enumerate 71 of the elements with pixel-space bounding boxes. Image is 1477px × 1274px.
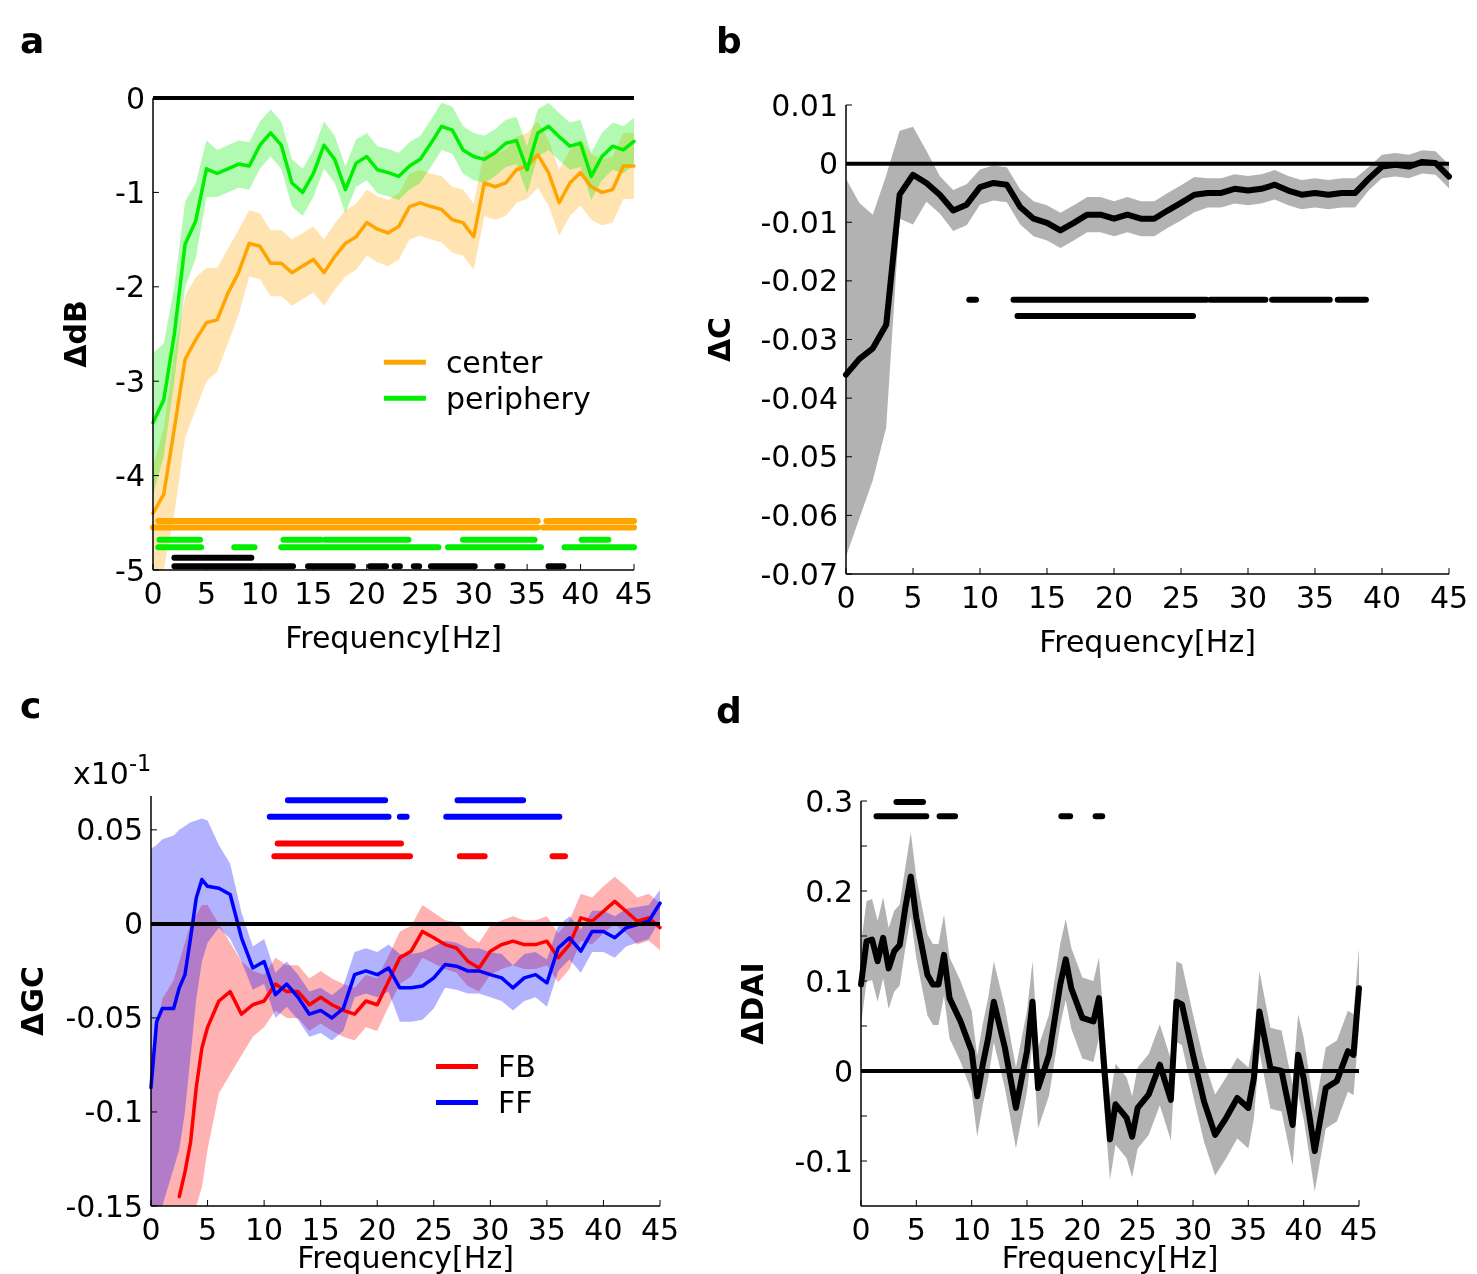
y-tick-label: -3	[115, 363, 145, 399]
y-tick-label: 0.2	[805, 873, 853, 909]
x-tick-label: 35	[508, 576, 547, 611]
legend-label: FF	[498, 1085, 533, 1121]
y-tick-label: -0.15	[65, 1188, 143, 1224]
y-axis-title: ΔC	[702, 316, 737, 363]
x-tick-label: 10	[952, 1212, 991, 1247]
y-tick-label: -0.06	[760, 497, 838, 533]
y-tick-label: 0	[818, 146, 838, 182]
x-tick-label: 5	[903, 580, 923, 615]
x-tick-label: 10	[240, 576, 279, 611]
x-tick-label: 45	[1429, 580, 1469, 615]
x-tick-label: 10	[960, 580, 1000, 615]
y-tick-label: -4	[115, 458, 145, 494]
y-tick-label: -1	[115, 174, 145, 210]
chart-title: c	[20, 685, 42, 726]
y-tick-label: -0.04	[760, 380, 838, 416]
x-tick-label: 40	[584, 1212, 623, 1247]
y-tick-label: 0.3	[805, 783, 853, 819]
x-tick-label: 25	[1161, 580, 1201, 615]
x-tick-label: 30	[1228, 580, 1268, 615]
x-tick-label: 5	[906, 1212, 926, 1247]
x-axis-title: Frequency[Hz]	[285, 620, 502, 655]
chart-title: d	[716, 690, 742, 731]
x-tick-label: 45	[614, 576, 654, 611]
x-tick-label: 35	[1295, 580, 1335, 615]
x-tick-label: 15	[1027, 580, 1067, 615]
text: x10$^{-1}$	[73, 750, 152, 791]
y-tick-label: 0.1	[805, 963, 853, 999]
x-tick-label: 15	[294, 576, 333, 611]
x-tick-label: 35	[527, 1212, 566, 1247]
legend-label: FB	[498, 1049, 536, 1085]
legend-label: center	[445, 344, 544, 380]
y-axis-title: ΔGC	[15, 966, 50, 1036]
line-series	[151, 124, 636, 425]
y-tick-label: -0.02	[760, 263, 838, 299]
chart-title: b	[716, 20, 742, 61]
x-tick-label: 30	[454, 576, 493, 611]
line-series	[151, 152, 636, 516]
y-tick-label: -2	[115, 269, 145, 305]
x-tick-label: 35	[1229, 1212, 1268, 1247]
y-tick-label: -0.01	[760, 204, 838, 240]
y-tick-label: -0.1	[84, 1094, 143, 1130]
chart-title: a	[20, 20, 45, 61]
y-tick-label: -0.05	[65, 1000, 143, 1036]
legend-label: periphery	[445, 380, 591, 416]
y-tick-label: -0.07	[760, 556, 838, 592]
y-axis-title: ΔDAI	[735, 962, 770, 1045]
x-tick-label: 20	[347, 576, 386, 611]
x-tick-label: 5	[196, 576, 216, 611]
x-tick-label: 25	[401, 576, 440, 611]
y-tick-label: 0	[833, 1053, 853, 1089]
y-tick-label: 0	[125, 80, 145, 116]
x-tick-label: 10	[245, 1212, 284, 1247]
y-tick-label: -0.03	[760, 322, 838, 357]
y-tick-label: -0.1	[794, 1143, 853, 1179]
line-series	[149, 877, 662, 1090]
y-tick-label: 0.05	[76, 812, 143, 848]
y-axis-title: ΔdB	[58, 300, 93, 368]
x-tick-label: 45	[640, 1212, 680, 1247]
x-axis-title: Frequency[Hz]	[1039, 624, 1256, 659]
y-tick-label: -5	[115, 552, 145, 588]
x-tick-label: 40	[1284, 1212, 1323, 1247]
y-tick-label: 0.01	[771, 87, 838, 123]
x-tick-label: 40	[561, 576, 600, 611]
y-tick-label: 0	[123, 906, 143, 942]
x-tick-label: 40	[1362, 580, 1402, 615]
x-tick-label: 45	[1339, 1212, 1379, 1247]
x-tick-label: 20	[1094, 580, 1134, 615]
x-tick-label: 5	[198, 1212, 218, 1247]
y-tick-label: -0.05	[760, 439, 838, 475]
